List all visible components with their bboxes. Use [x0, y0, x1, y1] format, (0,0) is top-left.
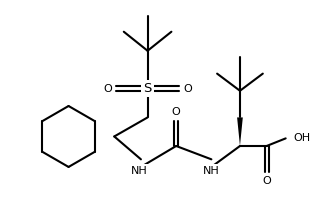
Text: O: O: [103, 84, 112, 94]
Text: O: O: [183, 84, 192, 94]
Text: O: O: [262, 176, 271, 186]
Polygon shape: [237, 117, 243, 146]
Text: NH: NH: [131, 166, 147, 176]
Text: NH: NH: [203, 166, 220, 176]
Text: O: O: [172, 107, 180, 117]
Text: OH: OH: [293, 133, 310, 143]
Text: S: S: [144, 82, 152, 95]
